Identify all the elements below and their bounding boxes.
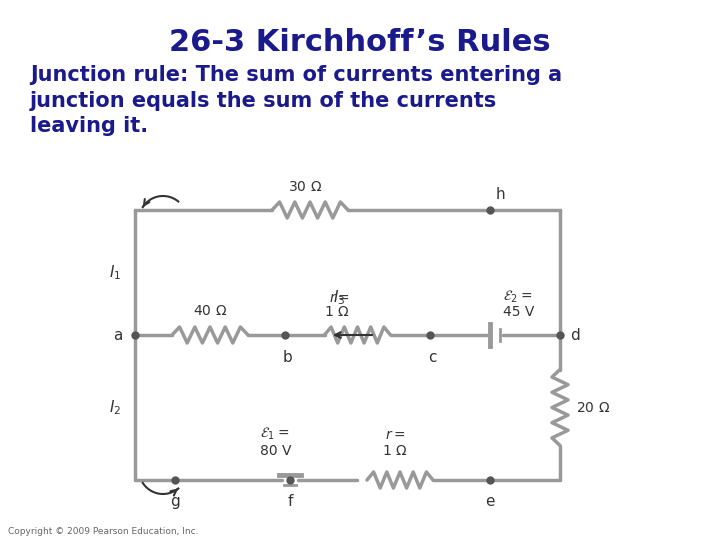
Text: 20 $\Omega$: 20 $\Omega$ xyxy=(576,401,610,415)
Text: f: f xyxy=(287,494,293,509)
Text: d: d xyxy=(570,327,580,342)
Text: 80 V: 80 V xyxy=(260,444,292,458)
Text: 40 $\Omega$: 40 $\Omega$ xyxy=(193,304,227,318)
Text: $I_1$: $I_1$ xyxy=(109,263,121,282)
Text: b: b xyxy=(282,350,292,365)
Text: h: h xyxy=(496,187,505,202)
Text: $I_2$: $I_2$ xyxy=(109,398,121,417)
Text: c: c xyxy=(428,350,436,365)
Text: $\mathcal{E}_2=$: $\mathcal{E}_2=$ xyxy=(503,288,532,305)
Text: 30 $\Omega$: 30 $\Omega$ xyxy=(288,180,322,194)
Text: 26-3 Kirchhoff’s Rules: 26-3 Kirchhoff’s Rules xyxy=(169,28,551,57)
Text: a: a xyxy=(114,327,123,342)
Text: g: g xyxy=(170,494,180,509)
Text: Copyright © 2009 Pearson Education, Inc.: Copyright © 2009 Pearson Education, Inc. xyxy=(8,527,199,536)
Text: $I_3$: $I_3$ xyxy=(333,288,346,307)
Text: $\mathcal{E}_1=$: $\mathcal{E}_1=$ xyxy=(260,426,289,442)
Text: 45 V: 45 V xyxy=(503,305,534,319)
Text: e: e xyxy=(485,494,495,509)
Text: $r=$: $r=$ xyxy=(329,291,349,305)
Text: $r=$: $r=$ xyxy=(384,428,405,442)
Text: 1 $\Omega$: 1 $\Omega$ xyxy=(324,305,349,319)
Text: Junction rule: The sum of currents entering a
junction equals the sum of the cur: Junction rule: The sum of currents enter… xyxy=(30,65,562,136)
Text: 1 $\Omega$: 1 $\Omega$ xyxy=(382,444,408,458)
